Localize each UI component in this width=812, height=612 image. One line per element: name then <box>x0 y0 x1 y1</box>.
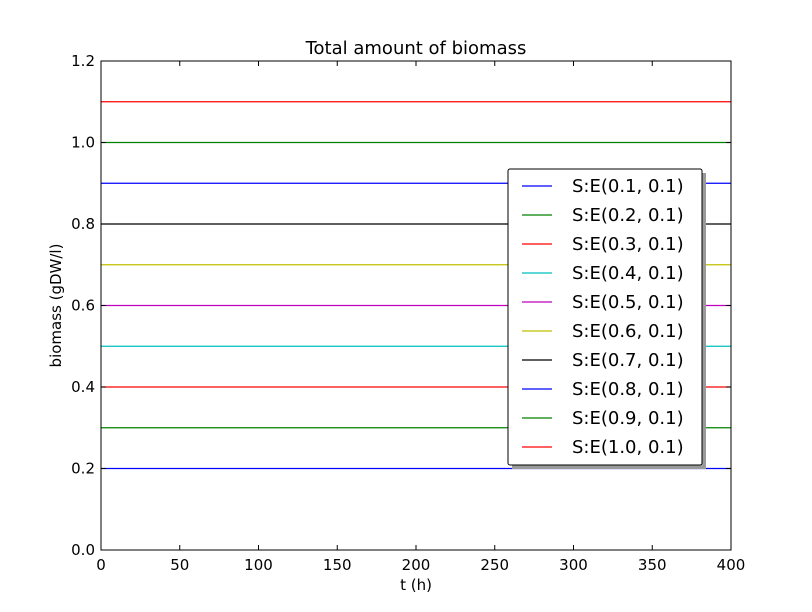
y-axis: 0.0 0.2 0.4 0.6 0.8 1.0 1.2 <box>71 52 731 559</box>
y-tick-label: 0.4 <box>71 378 95 396</box>
legend: S:E(0.1, 0.1) S:E(0.2, 0.1) S:E(0.3, 0.1) S… <box>507 168 706 469</box>
x-tick-label: 200 <box>402 556 431 574</box>
x-tick-label: 150 <box>323 556 352 574</box>
y-tick-label: 1.2 <box>71 52 95 70</box>
legend-label-6: S:E(0.6, 0.1) <box>572 321 684 342</box>
legend-label-9: S:E(0.9, 0.1) <box>572 408 684 429</box>
x-tick-label: 100 <box>244 556 273 574</box>
legend-label-1: S:E(0.1, 0.1) <box>572 176 684 197</box>
legend-label-4: S:E(0.4, 0.1) <box>572 263 684 284</box>
x-tick-label: 50 <box>170 556 189 574</box>
x-tick-label: 250 <box>480 556 509 574</box>
y-axis-label: biomass (gDW/l) <box>47 244 65 368</box>
x-axis: 0 50 100 150 200 250 300 350 400 <box>96 61 745 574</box>
legend-label-7: S:E(0.7, 0.1) <box>572 350 684 371</box>
x-tick-label: 300 <box>559 556 588 574</box>
y-tick-label: 0.6 <box>71 297 95 315</box>
legend-label-10: S:E(1.0, 0.1) <box>572 437 684 458</box>
legend-label-2: S:E(0.2, 0.1) <box>572 205 684 226</box>
legend-box <box>507 168 703 466</box>
y-tick-label: 1.0 <box>71 134 95 152</box>
y-tick-label: 0.2 <box>71 460 95 478</box>
y-tick-label: 0.8 <box>71 215 95 233</box>
legend-label-3: S:E(0.3, 0.1) <box>572 234 684 255</box>
legend-label-8: S:E(0.8, 0.1) <box>572 379 684 400</box>
y-tick-label: 0.0 <box>71 541 95 559</box>
x-tick-label: 0 <box>96 556 106 574</box>
x-tick-label: 350 <box>638 556 667 574</box>
x-tick-label: 400 <box>717 556 746 574</box>
chart-title: Total amount of biomass <box>305 38 527 59</box>
legend-label-5: S:E(0.5, 0.1) <box>572 292 684 313</box>
x-axis-label: t (h) <box>400 576 432 594</box>
